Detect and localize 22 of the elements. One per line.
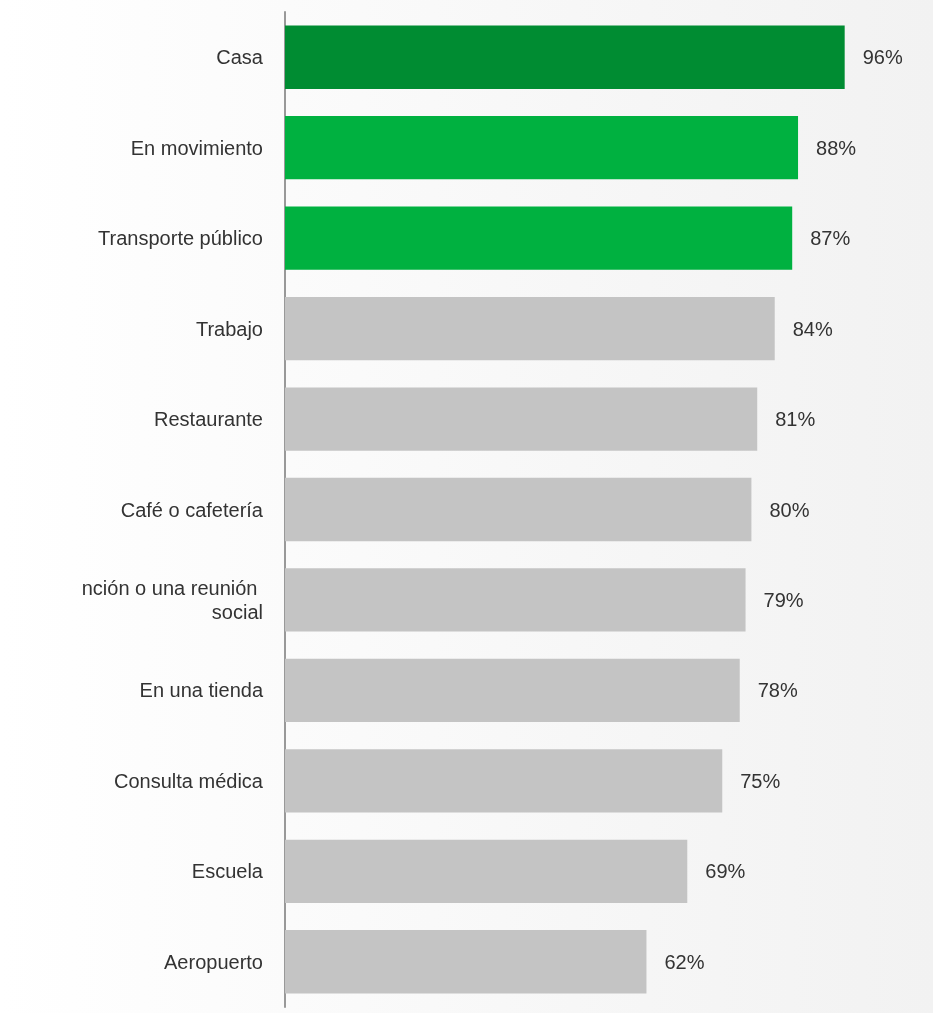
data-label: 88% <box>816 136 857 159</box>
y-tick-label: En movimiento <box>130 136 263 159</box>
data-label: 87% <box>810 227 851 250</box>
y-tick-label: Casa <box>216 46 264 69</box>
y-tick-label: Consulta médica <box>114 769 264 792</box>
y-tick-label: Restaurante <box>154 408 263 431</box>
y-tick-label: Café o cafetería <box>120 498 264 521</box>
y-tick-label: Escuela <box>191 860 264 883</box>
data-label: 75% <box>740 769 781 792</box>
data-label: 96% <box>862 46 903 69</box>
y-tick-label: Transporte público <box>98 227 263 250</box>
data-label: 78% <box>757 679 798 702</box>
y-tick-label: Trabajo <box>195 317 263 340</box>
data-label: 69% <box>705 860 746 883</box>
y-tick-label: Aeropuerto <box>164 950 263 973</box>
data-label: 80% <box>769 498 810 521</box>
data-label: 62% <box>664 950 705 973</box>
data-label: 81% <box>775 408 816 431</box>
data-label: 84% <box>792 317 833 340</box>
data-label: 79% <box>763 588 804 611</box>
y-tick-label: En una tienda <box>139 679 264 702</box>
y-tick-label: nción o una reunión social <box>81 576 263 623</box>
